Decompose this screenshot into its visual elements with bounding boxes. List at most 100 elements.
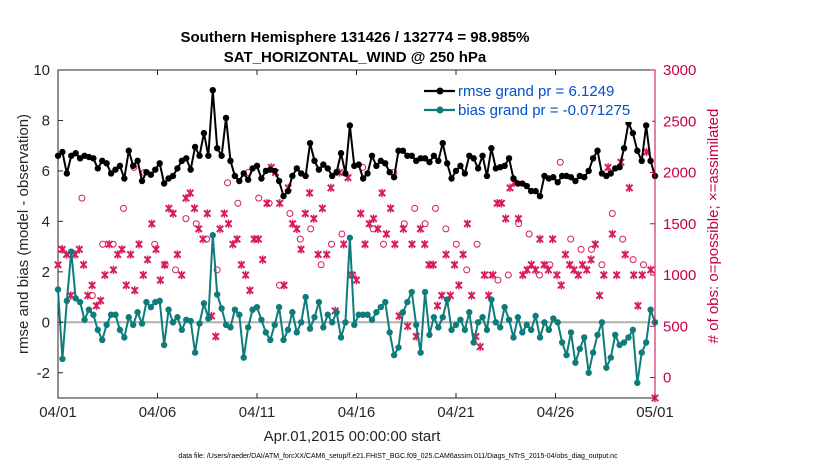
x-tick-label: 04/01 — [39, 404, 77, 421]
rmse-point — [227, 157, 234, 165]
possible-obs-point — [380, 240, 388, 248]
rmse-point — [94, 165, 102, 172]
bias-point — [138, 320, 146, 327]
bias-point — [94, 326, 102, 334]
assimilated-obs-point — [408, 240, 416, 249]
bias-point — [147, 303, 155, 311]
assimilated-obs-point — [241, 270, 250, 280]
assimilated-obs-point — [54, 260, 62, 269]
plot-area — [57, 69, 656, 399]
rmse-point — [457, 162, 464, 170]
bias-point — [85, 306, 93, 313]
rmse-point — [328, 172, 336, 180]
rmse-point — [620, 145, 628, 152]
rmse-point — [222, 114, 230, 122]
bias-point — [196, 320, 203, 327]
bias-point — [612, 331, 619, 339]
bias-point — [63, 297, 71, 305]
bias-point — [187, 317, 194, 325]
rmse-point — [280, 192, 287, 200]
bias-point — [355, 311, 362, 318]
assimilated-obs-point — [135, 240, 143, 249]
assimilated-obs-point — [561, 250, 570, 259]
assimilated-obs-point — [378, 188, 386, 198]
bias-point — [218, 305, 225, 312]
bias-point — [359, 311, 367, 318]
possible-obs-point — [556, 158, 564, 166]
assimilated-obs-point — [143, 255, 152, 264]
assimilated-obs-point — [305, 188, 314, 198]
assimilated-obs-point — [557, 281, 566, 290]
rmse-point — [550, 174, 557, 181]
bias-point — [227, 324, 234, 331]
y2-tick-label: 2000 — [663, 165, 696, 182]
bias-point — [576, 345, 584, 352]
rmse-point — [333, 168, 340, 176]
possible-obs-point — [57, 245, 65, 253]
assimilated-obs-point — [101, 270, 109, 280]
rmse-point — [634, 147, 641, 154]
assimilated-obs-point — [463, 219, 472, 228]
possible-obs-point — [619, 235, 627, 243]
bias-point — [169, 319, 177, 326]
rmse-point — [320, 161, 327, 168]
y2-tick-label: 0 — [663, 370, 671, 387]
possible-obs-point — [473, 240, 481, 248]
rmse-point — [408, 152, 415, 159]
assimilated-obs-point — [96, 296, 105, 305]
assimilated-obs-point — [186, 188, 195, 198]
possible-obs-point — [525, 230, 533, 238]
rmse-point — [426, 158, 433, 166]
rmse-point — [536, 192, 544, 200]
legend-rmse-label: rmse grand pr = 6.1249 — [458, 83, 614, 100]
assimilated-obs-point — [292, 224, 301, 234]
possible-obs-point — [172, 266, 180, 274]
assimilated-obs-point — [433, 301, 442, 310]
assimilated-obs-point — [535, 234, 544, 244]
bias-point — [103, 321, 110, 329]
assimilated-obs-point — [361, 240, 369, 249]
bias-point — [647, 306, 654, 313]
legend-box — [418, 82, 652, 122]
possible-obs-point — [587, 245, 595, 253]
rmse-point — [125, 147, 132, 154]
possible-obs-point — [452, 240, 460, 248]
y-tick-label: 0 — [42, 314, 50, 331]
rmse-point — [169, 172, 177, 180]
rmse-point — [479, 152, 486, 159]
rmse-point — [271, 167, 278, 175]
assimilated-obs-point — [88, 281, 97, 290]
bias-point — [638, 349, 645, 356]
assimilated-obs-point — [356, 209, 365, 218]
possible-obs-point — [182, 215, 190, 223]
bias-point — [160, 341, 168, 349]
assimilated-obs-point — [399, 224, 408, 234]
assimilated-obs-point — [595, 291, 604, 300]
rmse-point — [572, 177, 579, 185]
possible-obs-point — [598, 261, 606, 269]
rmse-point — [435, 157, 442, 165]
bias-point — [191, 349, 199, 356]
bias-point — [373, 309, 380, 316]
bias-point — [337, 334, 345, 341]
bias-point — [253, 303, 261, 311]
assimilated-obs-point — [489, 270, 497, 280]
rmse-point — [514, 180, 522, 187]
assimilated-obs-point — [130, 286, 139, 295]
assimilated-obs-point — [322, 250, 331, 259]
bias-point — [421, 288, 429, 296]
possible-obs-point — [338, 230, 346, 238]
assimilated-obs-point — [199, 234, 207, 244]
y-tick-label: 6 — [42, 163, 50, 180]
rmse-point — [174, 165, 181, 172]
assimilated-obs-point — [629, 270, 638, 280]
bias-point — [289, 309, 296, 316]
bias-point — [364, 311, 371, 318]
bias-point — [505, 316, 513, 323]
rmse-point — [430, 152, 438, 159]
bias-point — [448, 326, 455, 334]
assimilated-obs-point — [122, 281, 131, 290]
assimilated-obs-point — [369, 214, 378, 223]
rmse-point — [594, 147, 601, 154]
possible-obs-point — [255, 194, 263, 202]
